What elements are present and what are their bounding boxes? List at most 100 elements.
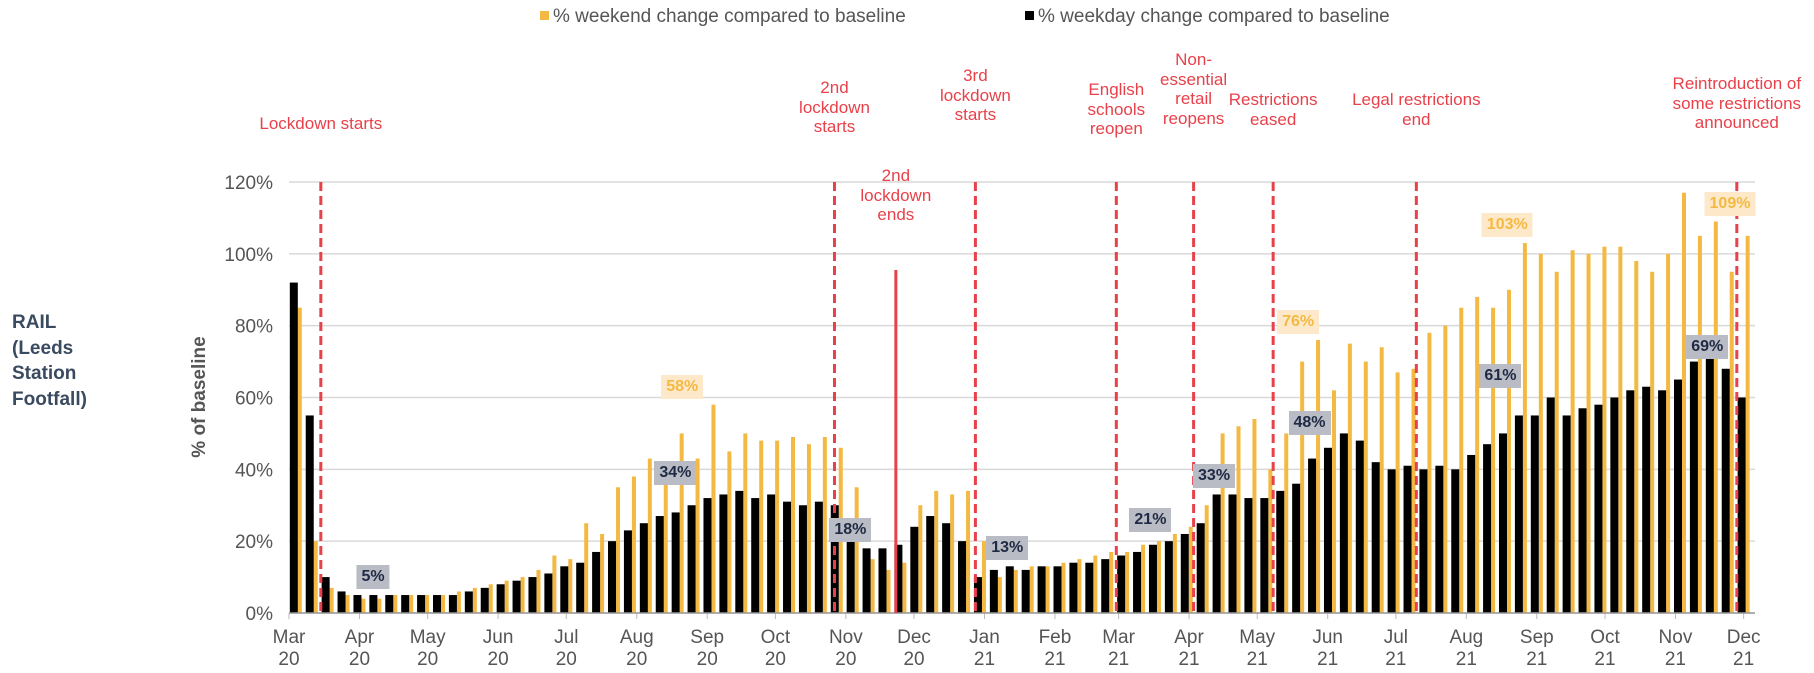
x-tick-label: Mar 20 xyxy=(272,627,306,670)
bar xyxy=(1021,569,1030,613)
bar xyxy=(1705,343,1714,613)
bar xyxy=(1666,253,1671,614)
bar xyxy=(1005,566,1014,613)
bar xyxy=(1491,307,1496,613)
callout: 103% xyxy=(1481,213,1533,238)
side-label: RAIL (Leeds Station Footfall) xyxy=(12,312,87,410)
bar xyxy=(791,437,796,613)
bar xyxy=(1634,261,1639,613)
legend-swatch xyxy=(540,11,549,20)
bar xyxy=(1475,296,1480,613)
bar xyxy=(520,577,525,613)
bar xyxy=(385,595,394,613)
bar xyxy=(743,433,748,613)
event-label: Restrictions eased xyxy=(1228,90,1318,129)
bar xyxy=(1260,498,1269,613)
bar xyxy=(1745,235,1750,613)
bar xyxy=(910,526,919,613)
x-tick-label: Jul 20 xyxy=(554,627,579,670)
bar xyxy=(1212,494,1221,613)
bar xyxy=(1355,440,1364,613)
bar xyxy=(504,580,509,613)
bar xyxy=(1037,566,1046,613)
bar xyxy=(1061,562,1066,613)
callout: 34% xyxy=(654,460,697,485)
legend-label: % weekend change compared to baseline xyxy=(553,6,906,27)
event-label: English schools reopen xyxy=(1087,80,1146,139)
bar xyxy=(576,562,585,613)
bar xyxy=(878,548,887,613)
y-tick-label: 0% xyxy=(246,604,274,625)
bar xyxy=(536,569,541,613)
bar xyxy=(441,595,446,613)
bar xyxy=(1594,404,1603,613)
bar xyxy=(1403,465,1412,613)
bar xyxy=(886,569,891,613)
bar xyxy=(1586,253,1591,614)
bar xyxy=(377,598,382,613)
x-tick-label: Aug 21 xyxy=(1449,627,1484,670)
bar xyxy=(1220,433,1225,613)
event-label: Lockdown starts xyxy=(259,114,383,133)
bar xyxy=(1244,498,1253,613)
x-tick-label: Feb 21 xyxy=(1038,627,1072,670)
bar xyxy=(1172,533,1177,613)
bar xyxy=(552,555,557,613)
bar xyxy=(1141,544,1146,613)
bar xyxy=(1673,379,1682,613)
bar xyxy=(584,523,589,613)
callout: 109% xyxy=(1704,191,1756,216)
bar xyxy=(456,591,461,613)
y-tick-label: 60% xyxy=(235,389,273,410)
x-tick-label: Oct 21 xyxy=(1590,627,1620,670)
event-label: Reintroduction of some restrictions anno… xyxy=(1672,74,1802,133)
x-tick-label: Jun 21 xyxy=(1312,627,1343,670)
event-label: Non-essential retail reopens xyxy=(1160,50,1228,128)
bar xyxy=(433,595,442,613)
bar xyxy=(409,595,414,613)
bar xyxy=(1379,347,1384,613)
bar xyxy=(997,577,1002,613)
x-tick-label: Sep 20 xyxy=(690,627,725,670)
bar xyxy=(1395,372,1400,613)
y-tick-label: 40% xyxy=(235,460,273,481)
bar xyxy=(966,490,971,613)
bar xyxy=(735,490,744,613)
bar xyxy=(679,433,684,613)
bar xyxy=(1204,505,1209,613)
x-tick-label: Apr 20 xyxy=(344,627,375,670)
bar xyxy=(623,530,632,613)
bar xyxy=(862,548,871,613)
bar xyxy=(1451,469,1460,613)
x-tick-label: May 20 xyxy=(409,627,446,670)
bar xyxy=(902,562,907,613)
bar xyxy=(1554,271,1559,613)
bar xyxy=(1689,361,1698,613)
bar xyxy=(608,541,617,613)
bar xyxy=(1618,246,1623,613)
legend-item: % weekday change compared to baseline xyxy=(1025,6,1390,28)
bar xyxy=(1085,562,1094,613)
bar xyxy=(775,440,780,613)
bar xyxy=(1530,415,1539,613)
bar xyxy=(329,587,334,613)
bar xyxy=(671,512,680,613)
bar xyxy=(1308,458,1317,613)
bar xyxy=(687,505,696,613)
bar xyxy=(1387,469,1396,613)
bar xyxy=(1626,390,1635,613)
bar xyxy=(981,541,986,613)
bar xyxy=(417,595,426,613)
bar xyxy=(1180,533,1189,613)
bar xyxy=(1650,271,1655,613)
bar xyxy=(1156,541,1161,613)
bar xyxy=(1188,526,1193,613)
x-tick-label: Dec 20 xyxy=(897,627,931,670)
bar xyxy=(512,580,521,613)
bar xyxy=(703,498,712,613)
bar xyxy=(345,595,350,613)
bar xyxy=(1300,361,1305,613)
bar xyxy=(1109,551,1114,613)
callout: 21% xyxy=(1129,507,1172,532)
x-tick-label: Sep 21 xyxy=(1519,627,1554,670)
